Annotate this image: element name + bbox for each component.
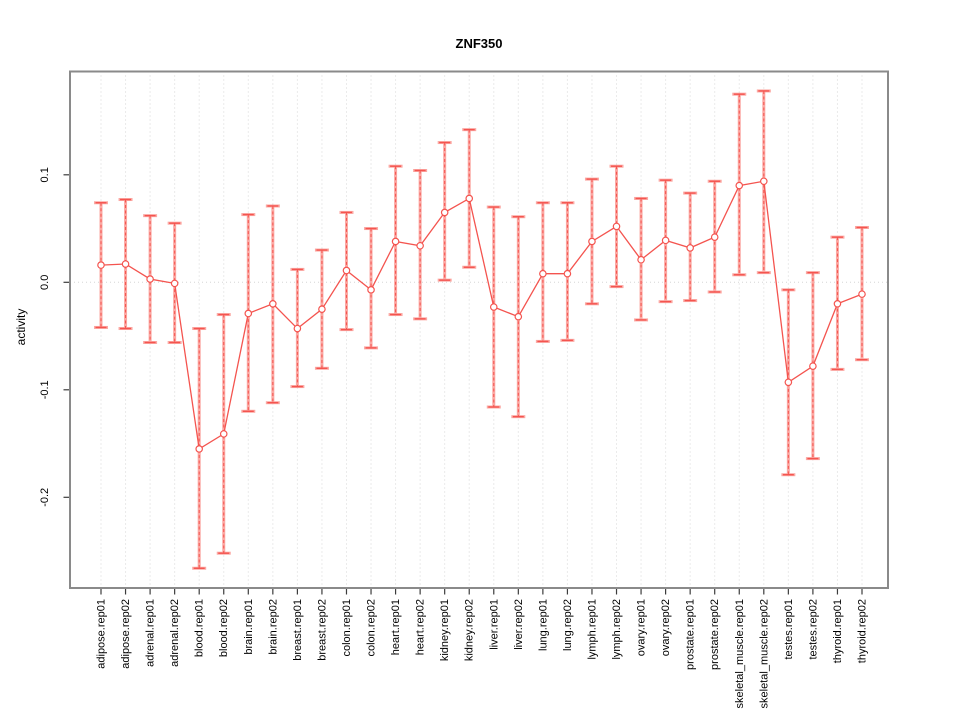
data-point-marker bbox=[367, 286, 375, 294]
y-tick-label: -0.2 bbox=[39, 488, 51, 507]
series-line bbox=[100, 180, 863, 450]
data-point-marker bbox=[514, 312, 523, 321]
data-point-marker bbox=[440, 208, 449, 217]
x-tick-label: blood.rep02 bbox=[218, 599, 230, 657]
chart-title: ZNF350 bbox=[456, 36, 503, 51]
plot-border bbox=[69, 70, 889, 589]
data-point-marker bbox=[121, 260, 130, 268]
x-tick-label: testes.rep02 bbox=[807, 599, 819, 660]
x-tick-label: lung.rep01 bbox=[537, 599, 549, 651]
x-tick-label: kidney.rep01 bbox=[439, 599, 451, 661]
y-axis-title: activity bbox=[14, 309, 28, 346]
data-point-marker bbox=[244, 309, 253, 318]
x-tick-label: adipose.rep02 bbox=[120, 599, 132, 669]
data-point-marker bbox=[760, 177, 768, 186]
x-tick-label: lymph.rep02 bbox=[611, 599, 623, 660]
x-tick-label: breast.rep01 bbox=[292, 599, 304, 661]
data-point-marker bbox=[784, 378, 793, 387]
series-layer bbox=[94, 89, 869, 570]
x-tick-label: adipose.rep01 bbox=[96, 599, 108, 669]
x-tick-label: blood.rep01 bbox=[194, 599, 206, 657]
data-point-marker bbox=[342, 266, 351, 275]
x-tick-label: liver.rep01 bbox=[488, 599, 500, 650]
x-tick-label: breast.rep02 bbox=[316, 599, 328, 661]
data-point-marker bbox=[293, 324, 302, 333]
data-point-marker bbox=[710, 233, 719, 241]
y-tick-label: 0.1 bbox=[39, 167, 51, 182]
gridlines-layer bbox=[70, 71, 888, 588]
x-tick-label: lymph.rep01 bbox=[586, 599, 598, 660]
data-point-marker bbox=[465, 194, 474, 203]
x-tick-label: kidney.rep02 bbox=[464, 599, 476, 661]
data-point-marker bbox=[195, 445, 203, 453]
data-point-marker bbox=[391, 237, 400, 246]
data-point-marker bbox=[809, 362, 817, 370]
x-tick-label: testes.rep01 bbox=[783, 599, 795, 660]
plot-border-layer bbox=[69, 70, 889, 589]
data-point-marker bbox=[563, 269, 572, 278]
x-tick-label: thyroid.rep02 bbox=[857, 599, 869, 663]
x-tick-label: heart.rep01 bbox=[390, 599, 402, 655]
data-point-marker bbox=[416, 241, 424, 250]
axes-layer: 0.1 0.0 -0.1 -0.2 adipose.rep01 adipose.rep02… bbox=[39, 167, 869, 708]
x-tick-label: adrenal.rep01 bbox=[145, 599, 157, 667]
data-point-marker bbox=[637, 255, 645, 264]
y-tick-label: -0.1 bbox=[39, 380, 51, 399]
x-tick-label: thyroid.rep01 bbox=[832, 599, 844, 663]
data-point-marker bbox=[489, 303, 498, 311]
data-point-marker bbox=[170, 279, 179, 288]
data-point-marker bbox=[269, 299, 277, 308]
x-tick-label: skeletal_muscle.rep02 bbox=[758, 599, 770, 708]
x-tick-label: skeletal_muscle.rep01 bbox=[734, 599, 746, 708]
data-point-marker bbox=[735, 181, 744, 190]
data-point-marker bbox=[318, 305, 326, 313]
x-tick-label: brain.rep02 bbox=[267, 599, 279, 655]
x-tick-label: prostate.rep01 bbox=[685, 599, 697, 670]
y-tick-label: 0.0 bbox=[39, 275, 51, 290]
data-point-marker bbox=[833, 299, 842, 308]
data-point-marker bbox=[588, 237, 596, 246]
x-tick-label: ovary.rep01 bbox=[636, 599, 648, 656]
x-tick-label: colon.rep02 bbox=[366, 599, 378, 657]
x-tick-label: ovary.rep02 bbox=[660, 599, 672, 656]
data-point-marker bbox=[97, 261, 105, 269]
x-tick-label: lung.rep02 bbox=[562, 599, 574, 651]
x-tick-label: heart.rep02 bbox=[415, 599, 427, 655]
data-point-marker bbox=[146, 275, 154, 283]
data-point-marker bbox=[661, 236, 670, 245]
data-point-marker bbox=[858, 290, 866, 298]
data-point-marker bbox=[612, 222, 621, 231]
data-point-marker bbox=[539, 269, 547, 278]
data-point-marker bbox=[219, 430, 228, 438]
data-point-marker bbox=[686, 244, 694, 252]
x-tick-label: prostate.rep02 bbox=[709, 599, 721, 670]
x-tick-label: colon.rep01 bbox=[341, 599, 353, 657]
x-tick-label: liver.rep02 bbox=[513, 599, 525, 650]
x-tick-label: adrenal.rep02 bbox=[169, 599, 181, 667]
x-tick-label: brain.rep01 bbox=[243, 599, 255, 655]
